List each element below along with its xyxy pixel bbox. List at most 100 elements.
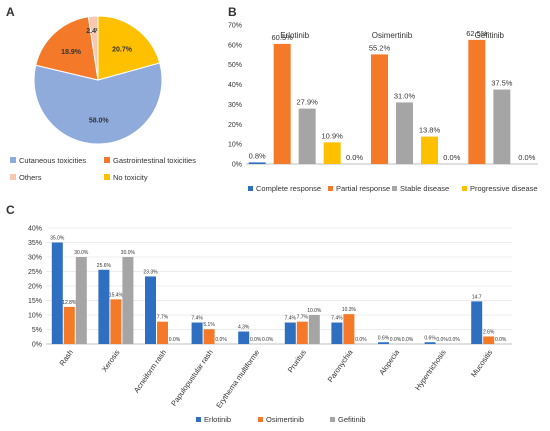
legend-label: Osimertinib	[266, 415, 304, 424]
category-label: Pruritus	[286, 348, 308, 375]
bar	[343, 314, 355, 344]
legend-swatch	[462, 186, 467, 191]
legend-label: Complete response	[256, 184, 321, 193]
bar	[273, 43, 291, 164]
legend-swatch	[248, 186, 253, 191]
category-label: Rash	[58, 348, 75, 368]
bar-value-label: 0.0%	[402, 337, 414, 343]
bar	[284, 322, 296, 344]
bar-value-label: 0.0%	[346, 153, 363, 162]
category-label: Erythema multiforme	[214, 348, 261, 410]
pie-slice	[35, 16, 99, 81]
slice-label: 20.7%	[112, 46, 133, 53]
legend-label: Partial response	[336, 184, 390, 193]
bar-value-label: 37.5%	[491, 79, 513, 88]
legend-label: Gastrointestinal toxicities	[113, 156, 196, 165]
panel-label-c: C	[6, 203, 15, 217]
bar-value-label: 0.0%	[448, 337, 460, 343]
bar	[331, 322, 343, 344]
bar-value-label: 27.9%	[297, 98, 319, 107]
y-tick-label: 35%	[28, 240, 42, 247]
legend-swatch	[10, 174, 16, 180]
pie-slice	[33, 62, 163, 145]
bar-value-label: 0.0%	[169, 337, 181, 343]
bar-value-label: 0.0%	[436, 337, 448, 343]
bar	[145, 276, 156, 344]
bar-value-label: 5.1%	[203, 322, 215, 328]
legend-swatch	[104, 157, 110, 163]
bar-value-label: 0.8%	[249, 151, 266, 160]
legend-swatch	[330, 417, 335, 422]
bar-value-label: 0.6%	[378, 335, 390, 341]
bar-value-label: 25.6%	[97, 263, 112, 269]
bar	[98, 269, 110, 344]
category-label: Papulopustular rash	[169, 348, 215, 408]
y-tick-label: 20%	[228, 122, 242, 129]
y-tick-label: 30%	[228, 102, 242, 109]
bar	[308, 315, 320, 344]
bar	[75, 257, 87, 344]
y-tick-label: 30%	[28, 255, 42, 262]
bar	[396, 102, 413, 164]
legend-label: Erlotinib	[204, 415, 231, 424]
y-tick-label: 0%	[232, 162, 242, 169]
bar-value-label: 60.5%	[272, 33, 294, 42]
category-label: Gefitinib	[475, 31, 505, 40]
bar-value-label: 31.0%	[394, 91, 416, 100]
pie-slice	[97, 15, 161, 81]
bar	[378, 342, 389, 344]
bar	[191, 322, 203, 344]
bar-value-label: 62.5%	[466, 29, 488, 38]
y-tick-label: 25%	[28, 269, 42, 276]
panel-label-a: A	[6, 5, 15, 19]
bar-chart-b: 0% 10% 20% 30% 40% 50% 60% 70% 0.8% 60.5% 27.9% 10.…	[228, 23, 538, 193]
bar-value-label: 13.8%	[419, 126, 441, 135]
bar	[203, 329, 215, 344]
bar-value-label: 0.0%	[215, 337, 227, 343]
bar	[51, 242, 63, 344]
bar	[238, 331, 250, 344]
y-tick-label: 0%	[32, 342, 42, 349]
bar	[298, 108, 316, 164]
bar	[421, 136, 438, 164]
panel-label-b: B	[228, 5, 237, 19]
category-label: Alopecia	[377, 347, 401, 376]
legend-swatch	[104, 174, 110, 180]
bar-value-label: 10.9%	[322, 131, 344, 140]
legend-swatch	[196, 417, 201, 422]
bar	[468, 39, 486, 165]
bar-value-label: 10.3%	[342, 307, 357, 313]
bar	[493, 89, 511, 164]
bar	[424, 342, 436, 344]
y-tick-label: 10%	[228, 142, 242, 149]
bar-value-label: 12.8%	[62, 300, 77, 306]
bar-value-label: 35.0%	[50, 236, 65, 242]
legend-label: Progressive disease	[470, 184, 538, 193]
bar-value-label: 0.0%	[250, 337, 262, 343]
bar-value-label: 7.7%	[297, 315, 309, 321]
bar-value-label: 14.7	[472, 294, 482, 300]
bar-value-label: 0.0%	[355, 337, 367, 343]
legend-label: Stable disease	[400, 184, 449, 193]
bar	[296, 321, 308, 344]
category-label: Osimertinib	[372, 31, 413, 40]
bar	[63, 306, 75, 344]
bar	[483, 336, 495, 344]
bar-value-label: 30.0%	[74, 250, 89, 256]
bar-value-label: 0.0%	[495, 337, 507, 343]
y-tick-label: 15%	[28, 298, 42, 305]
y-tick-label: 70%	[228, 23, 242, 30]
bar-value-label: 2.6%	[483, 329, 495, 335]
y-tick-label: 5%	[32, 327, 42, 334]
legend-label: No toxicity	[113, 173, 148, 182]
bar	[157, 321, 168, 344]
slice-label: 58.0%	[89, 118, 110, 125]
legend-swatch	[10, 157, 16, 163]
bar-chart-c: 0% 5% 10% 15% 20% 25% 30% 35% 40% 35.0% 12.8% 30.0%…	[28, 226, 512, 424]
category-label: Acneiform rash	[132, 348, 168, 394]
y-tick-label: 60%	[228, 42, 242, 49]
bar-value-label: 0.6%	[424, 335, 436, 341]
y-tick-label: 40%	[28, 226, 42, 233]
